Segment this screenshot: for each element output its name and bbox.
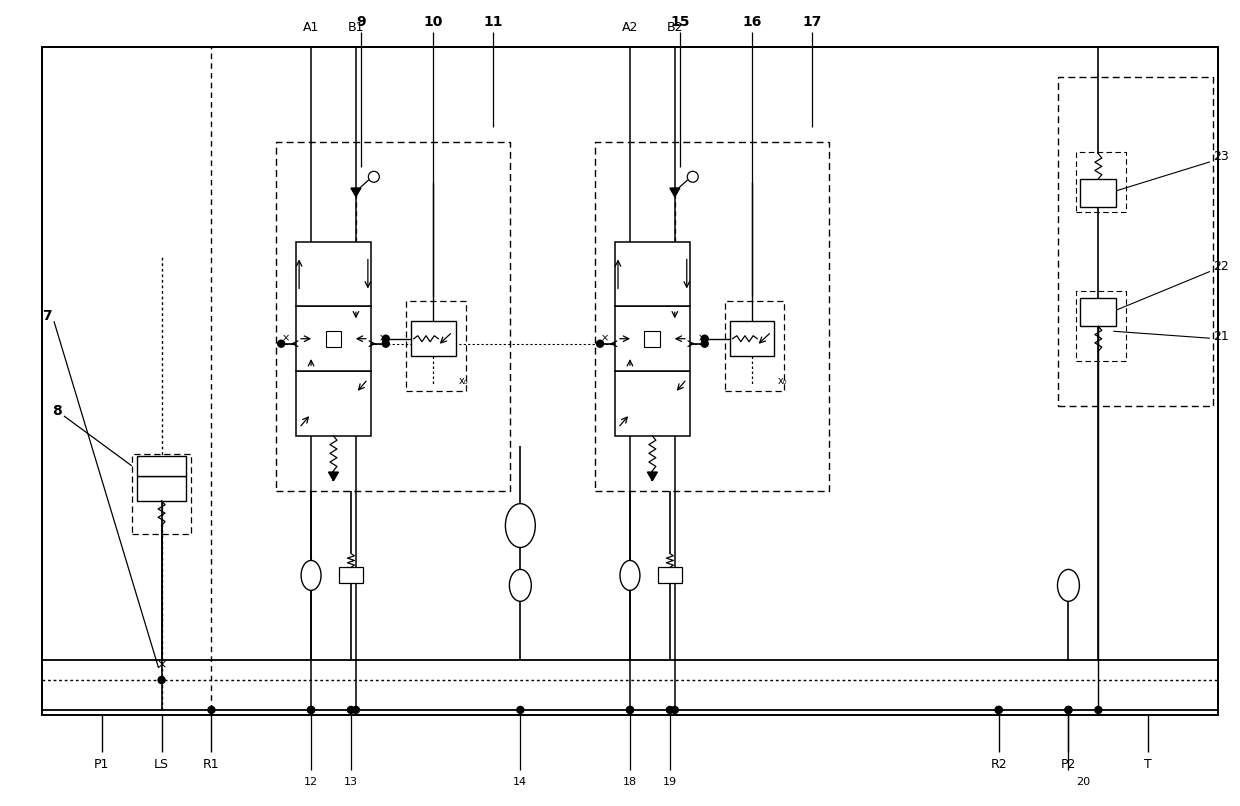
Text: 18: 18 (622, 777, 637, 787)
Bar (1080, 179, 1116, 206)
Ellipse shape (620, 560, 640, 590)
Text: 9: 9 (356, 15, 366, 29)
Circle shape (159, 677, 165, 683)
Text: A2: A2 (621, 21, 639, 34)
Circle shape (517, 706, 523, 713)
Ellipse shape (301, 560, 321, 590)
Text: R1: R1 (203, 758, 219, 771)
Text: ×: × (378, 334, 387, 343)
Circle shape (208, 706, 215, 713)
Polygon shape (670, 188, 680, 197)
Circle shape (308, 706, 315, 713)
Text: 8: 8 (52, 404, 62, 418)
Text: ×: × (601, 334, 609, 343)
Circle shape (308, 706, 315, 713)
Text: B2: B2 (667, 21, 683, 34)
Text: 20: 20 (1076, 777, 1090, 787)
Bar (615, 371, 689, 436)
Bar (42, 48, 1218, 715)
Circle shape (996, 706, 1002, 713)
Bar (645, 330, 661, 347)
Circle shape (352, 706, 360, 713)
Text: 15: 15 (670, 15, 689, 29)
Text: 7: 7 (42, 310, 52, 323)
Circle shape (382, 335, 389, 343)
Ellipse shape (506, 504, 536, 547)
Circle shape (382, 340, 389, 347)
Text: LS: LS (154, 758, 169, 771)
Text: 19: 19 (662, 777, 677, 787)
Text: x₀: x₀ (777, 376, 787, 386)
Text: R2: R2 (991, 758, 1007, 771)
Circle shape (701, 340, 708, 347)
Ellipse shape (510, 569, 531, 601)
Text: ×: × (698, 334, 706, 343)
Text: B1: B1 (347, 21, 365, 34)
Bar (658, 567, 682, 584)
Text: 12: 12 (304, 777, 319, 787)
Text: 23: 23 (1213, 151, 1229, 164)
Text: 21: 21 (1213, 330, 1229, 343)
Polygon shape (351, 188, 361, 197)
Text: ×: × (281, 334, 290, 343)
Circle shape (1065, 706, 1071, 713)
Bar (296, 242, 371, 306)
Text: 10: 10 (423, 15, 443, 29)
Circle shape (666, 706, 673, 713)
Circle shape (626, 706, 634, 713)
Bar (136, 476, 186, 501)
Bar (326, 330, 341, 347)
Circle shape (996, 706, 1002, 713)
Bar (615, 242, 689, 306)
Circle shape (1095, 706, 1102, 713)
Text: x₀: x₀ (459, 376, 469, 386)
Text: 11: 11 (484, 15, 502, 29)
Text: P2: P2 (1060, 758, 1076, 771)
Bar (339, 567, 363, 584)
Circle shape (347, 706, 355, 713)
Text: 13: 13 (343, 777, 358, 787)
Text: 14: 14 (513, 777, 527, 787)
Text: P1: P1 (94, 758, 109, 771)
Bar (296, 371, 371, 436)
Ellipse shape (1058, 569, 1079, 601)
Circle shape (626, 706, 634, 713)
Bar (136, 456, 186, 476)
Circle shape (701, 335, 708, 343)
Bar (1080, 298, 1116, 326)
Text: 16: 16 (743, 15, 761, 29)
Text: 22: 22 (1213, 260, 1229, 273)
Text: 17: 17 (802, 15, 822, 29)
Bar (615, 306, 689, 371)
Circle shape (157, 676, 165, 683)
Text: T: T (1145, 758, 1152, 771)
Polygon shape (329, 472, 339, 480)
Circle shape (1065, 706, 1071, 713)
Bar (410, 322, 455, 356)
Bar (296, 306, 371, 371)
Circle shape (278, 340, 285, 347)
Text: A1: A1 (303, 21, 319, 34)
Polygon shape (647, 472, 657, 480)
Bar (729, 322, 775, 356)
Text: ×: × (156, 659, 167, 671)
Circle shape (671, 706, 678, 713)
Circle shape (596, 340, 604, 347)
